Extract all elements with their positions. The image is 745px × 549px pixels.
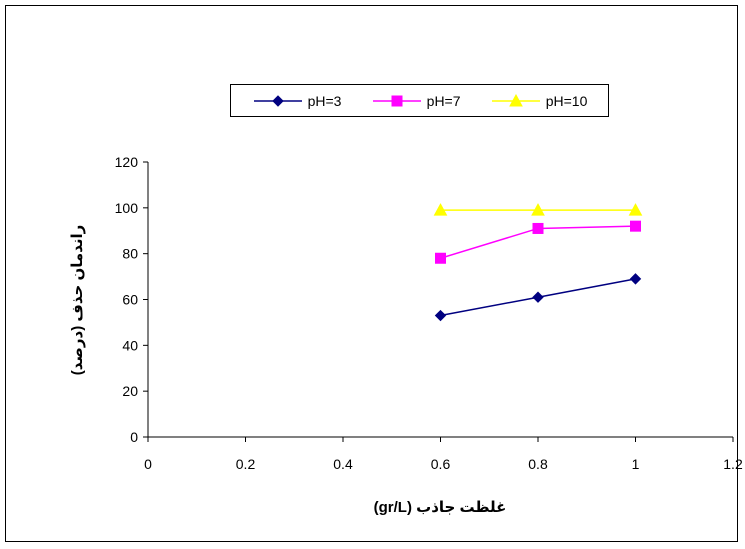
legend-swatch (372, 95, 421, 106)
data-point-square (532, 222, 544, 234)
y-tick-label: 120 (115, 154, 139, 170)
data-point-triangle (508, 93, 523, 106)
legend-label: pH=10 (545, 92, 588, 109)
series-layer (433, 203, 643, 322)
x-tick-label: 1.2 (723, 456, 743, 472)
x-tick-label: 0.4 (333, 456, 353, 472)
legend: pH=3 pH=7 pH=10 (230, 84, 609, 117)
data-point-square (391, 95, 403, 106)
legend-swatch (253, 94, 302, 107)
axes: 0 20 40 60 80 100 120 0 0.2 0.4 0.6 0.8 1 1.2 (115, 154, 743, 472)
x-tick-label: 0.2 (236, 456, 256, 472)
data-point-diamond (434, 309, 447, 322)
legend-item: pH=10 (490, 92, 588, 109)
data-point-triangle (531, 203, 545, 216)
data-point-triangle (628, 203, 643, 216)
y-tick-label: 40 (122, 337, 138, 353)
data-point-square (435, 252, 446, 264)
legend-label: pH=7 (426, 92, 461, 109)
x-tick-label: 0 (144, 456, 152, 472)
y-tick-label: 60 (122, 292, 138, 308)
x-axis-title: غلظت جاذب (gr/L) (374, 499, 507, 516)
data-point-diamond (532, 291, 544, 303)
y-tick-label: 80 (122, 246, 138, 262)
legend-item: pH=7 (371, 93, 461, 109)
data-point-diamond (629, 273, 642, 285)
series-ph-7 (435, 220, 641, 264)
series-ph-3 (434, 273, 642, 322)
x-tick-label: 0.8 (528, 456, 548, 472)
data-point-square (630, 220, 641, 232)
legend-item: pH=3 (252, 92, 342, 109)
x-tick-label: 0.6 (431, 456, 451, 472)
data-point-triangle (433, 203, 448, 216)
y-axis-title: راندمان حذف (درصد) (69, 225, 86, 376)
legend-label: pH=3 (307, 92, 342, 109)
x-tick-label: 1 (632, 456, 640, 472)
y-tick-label: 0 (130, 429, 138, 445)
series-ph-10 (433, 203, 643, 216)
y-tick-label: 20 (122, 383, 138, 399)
legend-swatch (491, 93, 540, 106)
y-tick-label: 100 (115, 200, 139, 216)
data-point-diamond (271, 94, 284, 107)
